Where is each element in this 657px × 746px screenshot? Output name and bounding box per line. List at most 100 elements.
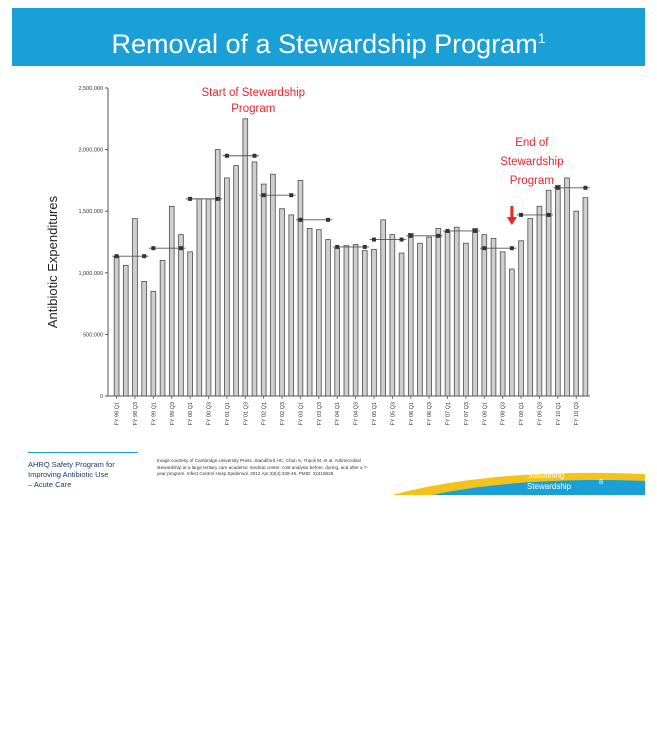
expenditure-bar bbox=[132, 218, 138, 397]
citation-line: Image courtesy of Cambridge University P… bbox=[157, 458, 361, 463]
annual-mean-marker bbox=[509, 246, 514, 251]
expenditure-bar bbox=[573, 210, 580, 397]
expenditure-bar bbox=[499, 251, 506, 397]
page-number: 8 bbox=[599, 477, 604, 486]
expenditure-bar bbox=[325, 239, 331, 397]
expenditure-bar bbox=[122, 265, 129, 397]
x-tick-label: FY 04 Q3 bbox=[354, 402, 360, 425]
expenditure-bar bbox=[527, 218, 534, 397]
x-tick-label: FY 01 Q3 bbox=[243, 402, 249, 425]
annual-mean-marker bbox=[289, 193, 294, 198]
x-tick-label: FY 08 Q3 bbox=[501, 402, 507, 425]
expenditure-bar bbox=[564, 177, 570, 397]
expenditure-bar bbox=[536, 205, 543, 397]
expenditure-bar bbox=[407, 232, 414, 397]
expenditure-bar bbox=[270, 173, 276, 397]
sustaining-stewardship-label: Sustaining Stewardship bbox=[527, 470, 617, 492]
y-tick-label: 1,500,000 bbox=[79, 209, 103, 215]
expenditure-bar bbox=[417, 242, 423, 397]
annual-mean-marker bbox=[335, 244, 340, 249]
x-tick-label: FY 03 Q3 bbox=[317, 402, 323, 425]
expenditure-bar bbox=[141, 281, 147, 397]
expenditure-bar bbox=[316, 229, 322, 397]
x-tick-label: FY 02 Q1 bbox=[262, 402, 268, 425]
annual-mean-marker bbox=[151, 246, 156, 251]
expenditure-bar bbox=[352, 244, 359, 397]
expenditure-bar bbox=[224, 177, 230, 397]
x-tick-label: FY 01 Q1 bbox=[225, 402, 231, 425]
annotation-end-line1: End of bbox=[515, 137, 549, 149]
expenditure-bar bbox=[297, 180, 304, 397]
x-tick-label: FY 98 Q3 bbox=[133, 402, 139, 425]
x-tick-label: FY 09 Q3 bbox=[537, 402, 543, 425]
y-axis-label: Antibiotic Expenditures bbox=[45, 195, 60, 328]
expenditure-bar bbox=[343, 245, 350, 397]
slide-title-text: Removal of a Stewardship Program bbox=[111, 29, 538, 59]
program-name-line: Improving Antibiotic Use bbox=[28, 470, 109, 479]
expenditure-bar bbox=[288, 214, 295, 397]
x-tick-label: FY 98 Q1 bbox=[115, 402, 121, 425]
annotation-end-line3: Program bbox=[510, 175, 554, 187]
y-tick-label: 2,000,000 bbox=[79, 148, 103, 154]
annual-mean-marker bbox=[408, 233, 413, 238]
expenditure-bar bbox=[545, 189, 552, 397]
annual-mean-marker bbox=[371, 237, 376, 242]
annual-mean-marker bbox=[583, 185, 588, 190]
expenditure-bar bbox=[159, 260, 166, 397]
expenditure-bar bbox=[472, 228, 478, 397]
x-tick-labels: FY 98 Q1 FY 98 Q3 FY 99 Q1 FY 99 Q3 FY 00 Q1… bbox=[115, 396, 580, 425]
program-name-line: – Acute Care bbox=[28, 480, 72, 489]
annual-mean-marker bbox=[215, 196, 220, 201]
annual-mean-marker bbox=[114, 254, 119, 259]
annual-mean-marker bbox=[482, 246, 487, 251]
annual-mean-marker bbox=[252, 153, 257, 158]
annual-mean-marker bbox=[261, 193, 266, 198]
expenditure-bar bbox=[509, 268, 515, 397]
expenditure-bar bbox=[518, 240, 524, 397]
slide: Removal of a Stewardship Program1 0 500,0… bbox=[12, 8, 645, 495]
y-tick-label: 0 bbox=[100, 394, 103, 400]
program-name: AHRQ Safety Program for Improving Antibi… bbox=[28, 460, 148, 490]
expenditure-bar bbox=[168, 205, 175, 397]
x-tick-label: FY 04 Q1 bbox=[335, 402, 341, 425]
annual-mean-marker bbox=[326, 217, 331, 222]
annual-mean-marker bbox=[362, 244, 367, 249]
annual-mean-marker bbox=[436, 233, 441, 238]
annual-mean-markers bbox=[112, 153, 590, 259]
citation-line: stewardship at a large tertiary care aca… bbox=[157, 464, 368, 470]
expenditure-bar bbox=[426, 236, 432, 397]
annotation-start-line2: Program bbox=[231, 103, 275, 115]
annotation-end-line2: Stewardship bbox=[500, 156, 563, 168]
chart-annotations: Start of Stewardship Program End of Steward… bbox=[202, 87, 564, 225]
x-tick-label: FY 06 Q1 bbox=[409, 402, 415, 425]
x-tick-label: FY 09 Q1 bbox=[519, 402, 525, 425]
expenditure-bar bbox=[150, 290, 157, 397]
expenditure-bar bbox=[481, 234, 488, 397]
sustain-line: Stewardship bbox=[527, 482, 572, 491]
end-arrow-head bbox=[506, 217, 517, 225]
sustain-line: Sustaining bbox=[527, 471, 565, 480]
expenditure-bar bbox=[389, 234, 396, 397]
annual-mean-marker bbox=[519, 212, 524, 217]
expenditure-bar bbox=[260, 183, 267, 397]
x-tick-label: FY 07 Q1 bbox=[446, 402, 452, 425]
annual-mean-marker bbox=[178, 246, 183, 251]
expenditure-bar bbox=[178, 234, 184, 397]
x-tick-label: FY 00 Q1 bbox=[188, 402, 194, 425]
slide-title: Removal of a Stewardship Program1 bbox=[12, 8, 645, 66]
x-tick-label: FY 07 Q3 bbox=[464, 402, 470, 425]
annual-mean-marker bbox=[555, 185, 560, 190]
annual-mean-marker bbox=[546, 212, 551, 217]
annual-mean-marker bbox=[188, 196, 193, 201]
x-tick-label: FY 08 Q1 bbox=[482, 402, 488, 425]
expenditure-bar bbox=[453, 226, 460, 397]
expenditure-bar bbox=[398, 252, 405, 397]
annotation-start-line1: Start of Stewardship bbox=[202, 87, 306, 99]
expenditure-bar bbox=[233, 165, 239, 397]
expenditure-chart: 0 500,000 1,000,000 1,500,000 2,000,000 2,500… bbox=[45, 86, 590, 425]
annual-mean-marker bbox=[224, 153, 229, 158]
x-tick-label: FY 99 Q1 bbox=[151, 402, 157, 425]
y-tick-label: 2,500,000 bbox=[79, 86, 103, 92]
footer-rule bbox=[28, 452, 138, 453]
x-tick-label: FY 05 Q3 bbox=[390, 402, 396, 425]
